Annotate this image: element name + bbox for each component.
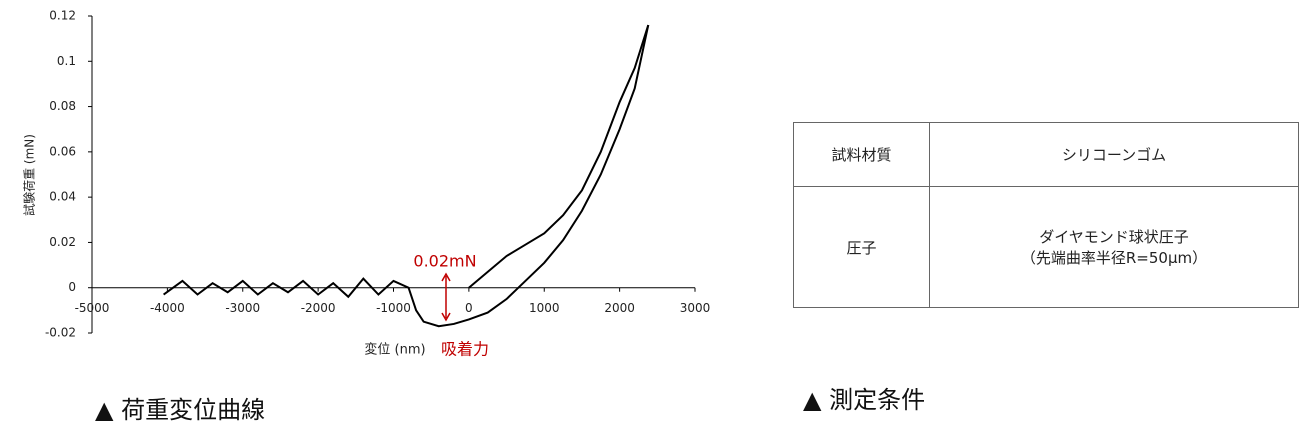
data-line bbox=[163, 24, 650, 328]
conditions-table: 試料材質 シリコーンゴム圧子 ダイヤモンド球状圧子 （先端曲率半径R=50μm） bbox=[793, 121, 1299, 308]
x-tick-label: -2000 bbox=[301, 301, 336, 315]
x-tick-label: -3000 bbox=[225, 301, 260, 315]
x-tick-label: 0 bbox=[465, 301, 473, 315]
table-row: 圧子 ダイヤモンド球状圧子 （先端曲率半径R=50μm） bbox=[793, 186, 1299, 308]
x-tick-label: 2000 bbox=[604, 301, 635, 315]
arrow-head bbox=[441, 312, 451, 322]
table-cell: 圧子 bbox=[793, 186, 930, 308]
y-axis-label: 試験荷重 (mN) bbox=[22, 134, 37, 216]
table-cell: シリコーンゴム bbox=[929, 121, 1299, 188]
table-row: 試料材質 シリコーンゴム bbox=[793, 121, 1299, 188]
y-tick-label: 0.06 bbox=[49, 144, 76, 158]
x-tick-label: -5000 bbox=[75, 301, 110, 315]
table-cell: 試料材質 bbox=[793, 121, 930, 188]
annotation: 0.02mN bbox=[413, 252, 476, 271]
y-tick-label: 0.12 bbox=[49, 9, 76, 23]
cell-line: ダイヤモンド球状圧子 bbox=[1039, 228, 1189, 247]
y-tick-label: -0.02 bbox=[45, 326, 76, 340]
x-tick-label: 3000 bbox=[680, 301, 711, 315]
x-tick-label: -4000 bbox=[150, 301, 185, 315]
table-cell: ダイヤモンド球状圧子 （先端曲率半径R=50μm） bbox=[929, 186, 1299, 308]
chart-caption: ▲ 荷重変位曲線 bbox=[95, 396, 266, 424]
y-tick-label: 0.02 bbox=[49, 235, 76, 249]
table-caption: ▲ 測定条件 bbox=[803, 386, 926, 414]
y-tick-label: 0.08 bbox=[49, 99, 76, 113]
y-tick-label: 0.1 bbox=[57, 54, 76, 68]
x-axis-label: 変位 (nm) bbox=[364, 342, 425, 358]
y-tick-label: 0.04 bbox=[49, 190, 76, 204]
data-line bbox=[468, 24, 650, 289]
x-tick-label: 1000 bbox=[529, 301, 560, 315]
arrow-head bbox=[441, 272, 451, 282]
y-tick-label: 0 bbox=[68, 280, 76, 294]
cell-line: シリコーンゴム bbox=[1061, 146, 1167, 165]
cell-line: （先端曲率半径R=50μm） bbox=[1020, 249, 1208, 268]
x-tick-label: -1000 bbox=[376, 301, 411, 315]
annotation: 吸着力 bbox=[441, 340, 489, 359]
chart: 試験荷重 (mN) 変位 (nm) 0.02mN 吸着力 -0.02 0 0.02 0… bbox=[22, 9, 711, 359]
